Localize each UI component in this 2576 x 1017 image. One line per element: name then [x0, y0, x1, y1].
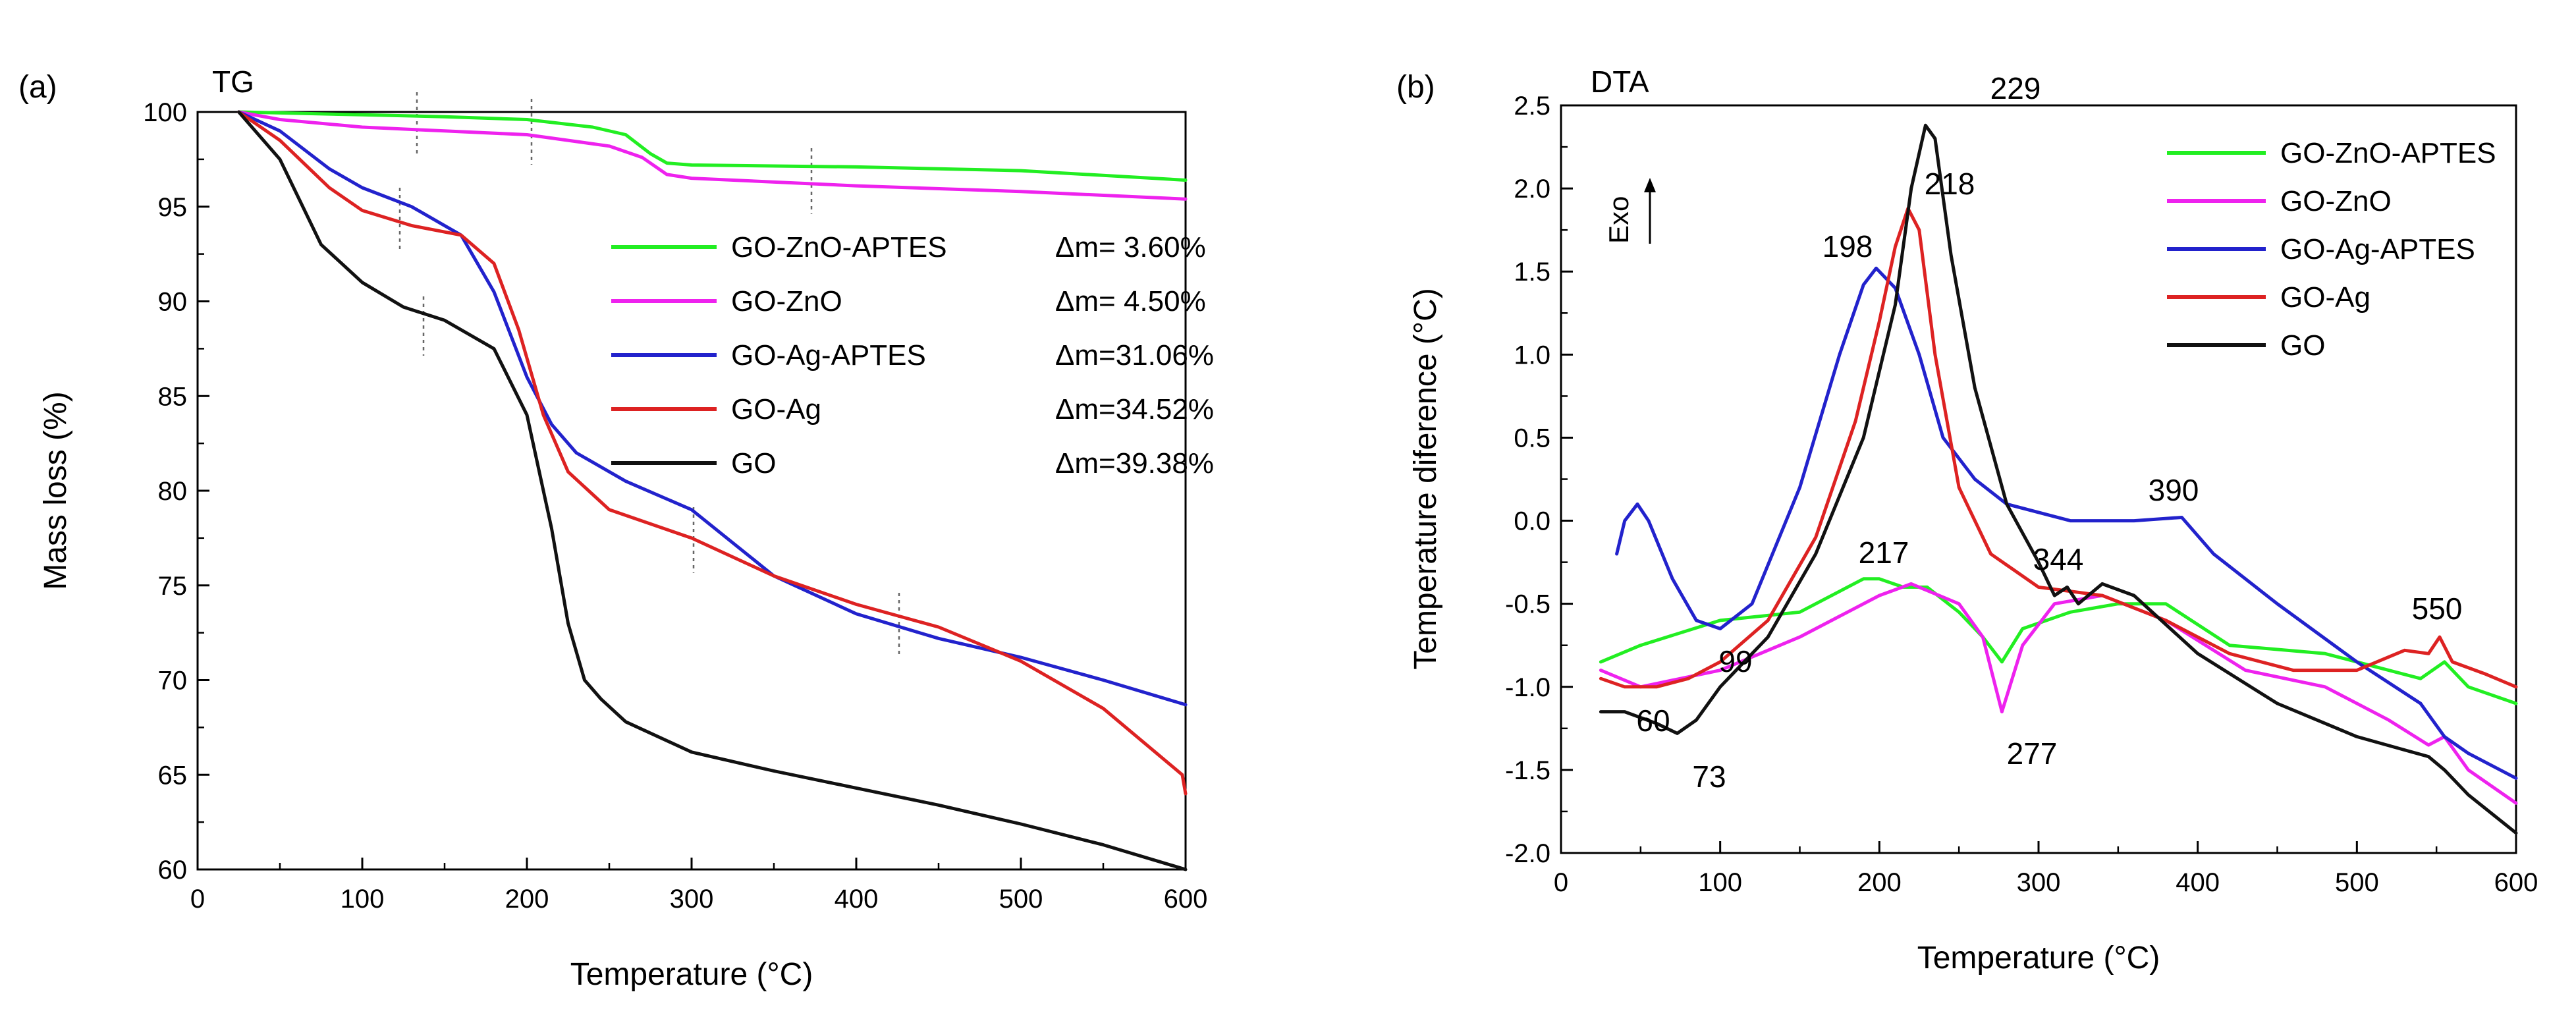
series-line-go — [1599, 123, 2518, 835]
mass-loss-delta: Δm=34.52% — [1055, 393, 1214, 426]
panel-a-vertical-markers — [398, 92, 900, 655]
mass-loss-delta: Δm= 3.60% — [1055, 231, 1206, 263]
y-tick-label: 0.0 — [1514, 507, 1550, 536]
peak-label: 277 — [2007, 736, 2058, 771]
panel-a-legend: GO-ZnO-APTES Δm= 3.60% GO-ZnO Δm= 4.50% GO-A… — [611, 231, 1214, 480]
legend-label: GO-ZnO-APTES — [731, 231, 947, 263]
y-tick-label: 60 — [158, 856, 188, 885]
y-tick-label: -1.5 — [1505, 756, 1550, 785]
panel-b-series — [1599, 123, 2518, 835]
panel-a-y-axis-label: Mass loss (%) — [38, 391, 73, 590]
legend-label: GO-ZnO — [731, 285, 842, 317]
peak-label: 218 — [1925, 167, 1975, 201]
y-tick-label: 1.0 — [1514, 341, 1550, 370]
y-tick-label: -0.5 — [1505, 590, 1550, 619]
peak-label: 390 — [2149, 473, 2199, 507]
x-tick-label: 600 — [1164, 885, 1208, 914]
panel-b-ticks: 0 100 200 300 400 500 600 -2.0 -1.5 -1.0 -0.5 0.0 0.… — [1505, 92, 2538, 897]
x-tick-label: 0 — [190, 885, 205, 914]
exo-arrowhead-icon — [1644, 178, 1656, 192]
x-tick-label: 200 — [1857, 868, 1902, 897]
series-line-go — [237, 110, 1188, 871]
x-tick-label: 600 — [2494, 868, 2538, 897]
legend-label: GO — [2280, 329, 2325, 362]
peak-label: 229 — [1990, 71, 2041, 105]
panel-b-dta: (b) DTA 0 100 200 300 400 500 600 -2.0 -1.5 -1.0 -… — [1396, 65, 2538, 976]
legend-label: GO-ZnO — [2280, 185, 2392, 217]
panel-b-y-axis-label: Temperature diference (°C) — [1408, 288, 1443, 669]
mass-loss-delta: Δm= 4.50% — [1055, 285, 1206, 317]
x-tick-label: 500 — [2335, 868, 2379, 897]
panel-a-tg: (a) TG 0 100 200 300 400 500 600 60 65 70 75 80 85 90… — [18, 65, 1214, 992]
x-tick-label: 100 — [1698, 868, 1742, 897]
panel-a-label: (a) — [18, 70, 57, 105]
y-tick-label: 2.5 — [1514, 92, 1550, 121]
legend-label: GO-Ag-APTES — [2280, 233, 2475, 265]
x-tick-label: 500 — [999, 885, 1043, 914]
x-tick-label: 100 — [341, 885, 385, 914]
peak-label: 198 — [1822, 229, 1873, 263]
series-line-go-ag-aptes — [237, 110, 1188, 707]
panel-a-ticks: 0 100 200 300 400 500 600 60 65 70 75 80 85 90 95 100 — [143, 98, 1207, 914]
peak-label: 550 — [2412, 591, 2463, 626]
y-tick-label: 0.5 — [1514, 424, 1550, 453]
peak-label: 60 — [1636, 703, 1670, 738]
y-tick-label: 100 — [143, 98, 187, 127]
y-tick-label: 90 — [158, 288, 188, 317]
legend-label: GO-Ag — [731, 393, 821, 426]
panel-a-series — [237, 110, 1188, 871]
series-line-go-zno — [1599, 582, 2518, 805]
y-tick-label: 2.0 — [1514, 175, 1550, 204]
panel-a-x-axis-label: Temperature (°C) — [570, 957, 813, 992]
y-tick-label: 65 — [158, 761, 188, 790]
series-line-go-ag — [237, 110, 1188, 796]
y-tick-label: 85 — [158, 382, 188, 411]
legend-label: GO-ZnO-APTES — [2280, 137, 2496, 169]
series-line-go-ag-aptes — [1615, 266, 2518, 780]
peak-label: 344 — [2033, 542, 2084, 576]
x-tick-label: 400 — [2176, 868, 2220, 897]
y-tick-label: 95 — [158, 193, 188, 222]
panel-a-title: TG — [212, 65, 254, 99]
panel-b-x-axis-label: Temperature (°C) — [1917, 941, 2160, 976]
legend-label: GO — [731, 447, 776, 480]
x-tick-label: 300 — [2017, 868, 2061, 897]
series-line-go-ag — [1599, 206, 2518, 689]
panel-b-legend: GO-ZnO-APTES GO-ZnO GO-Ag-APTES GO-Ag GO — [2167, 137, 2496, 362]
legend-label: GO-Ag — [2280, 281, 2370, 314]
x-tick-label: 300 — [670, 885, 714, 914]
series-line-go-zno — [237, 110, 1188, 201]
y-tick-label: -1.0 — [1505, 673, 1550, 702]
panel-b-label: (b) — [1396, 70, 1435, 105]
peak-label: 217 — [1859, 536, 1909, 570]
series-line-go-zno-aptes — [237, 110, 1188, 182]
peak-label: 73 — [1692, 759, 1726, 794]
series-line-go-zno-aptes — [1599, 577, 2518, 705]
y-tick-label: 80 — [158, 477, 188, 506]
legend-label: GO-Ag-APTES — [731, 339, 926, 371]
x-tick-label: 400 — [835, 885, 879, 914]
panel-b-peak-annotations: 229 218 198 390 217 344 550 99 60 73 277 — [1636, 71, 2462, 794]
mass-loss-delta: Δm=31.06% — [1055, 339, 1214, 371]
panel-b-title: DTA — [1591, 65, 1649, 99]
y-tick-label: 1.5 — [1514, 258, 1550, 287]
exo-indicator: Exo — [1603, 178, 1656, 244]
peak-label: 99 — [1718, 644, 1752, 678]
exo-label: Exo — [1603, 196, 1634, 244]
x-tick-label: 200 — [505, 885, 549, 914]
y-tick-label: -2.0 — [1505, 839, 1550, 868]
panel-a-plot-frame — [196, 111, 1187, 871]
y-tick-label: 70 — [158, 667, 188, 696]
x-tick-label: 0 — [1554, 868, 1568, 897]
mass-loss-delta: Δm=39.38% — [1055, 447, 1214, 480]
y-tick-label: 75 — [158, 572, 188, 601]
